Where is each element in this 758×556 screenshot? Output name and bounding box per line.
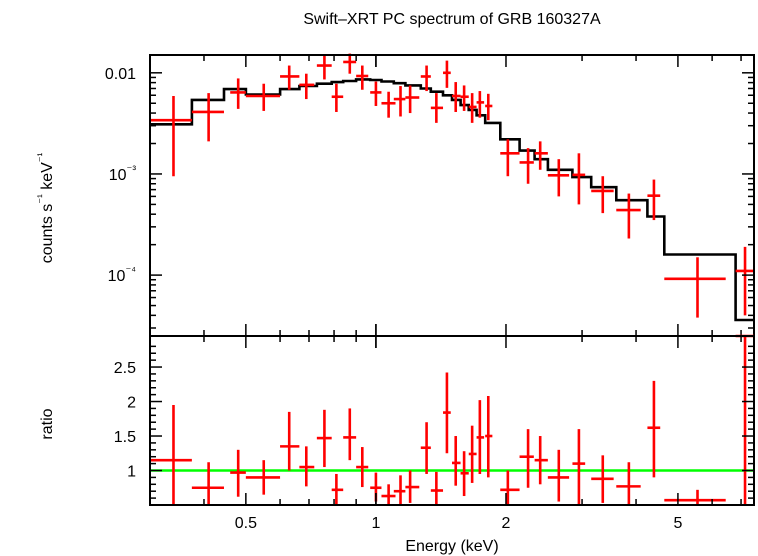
- x-tick-label: 0.5: [235, 515, 257, 532]
- y-tick-label: 1.5: [114, 429, 136, 446]
- ratio-point: [664, 489, 726, 505]
- data-point: [405, 85, 420, 114]
- data-point: [500, 139, 520, 177]
- data-point: [547, 159, 570, 197]
- data-point: [616, 193, 641, 239]
- y-tick-label: 10⁻⁴: [108, 265, 137, 285]
- ratio-point: [343, 408, 357, 461]
- data-point: [452, 82, 461, 112]
- data-point: [280, 65, 300, 90]
- ratio-point: [519, 429, 534, 488]
- data-point: [468, 93, 477, 123]
- ratio-point: [485, 396, 493, 478]
- ratio-point: [547, 449, 570, 502]
- ratio-point: [316, 409, 332, 468]
- ratio-point: [430, 471, 444, 505]
- y-tick-label: 10⁻³: [109, 164, 137, 184]
- ratio-point: [443, 372, 451, 454]
- ratio-point: [331, 473, 344, 505]
- chart-title: Swift–XRT PC spectrum of GRB 160327A: [303, 11, 601, 28]
- data-point: [316, 55, 332, 80]
- ratio-point: [616, 462, 641, 505]
- data-point: [485, 93, 493, 121]
- data-point: [443, 60, 451, 88]
- ratio-point: [150, 404, 192, 505]
- ratio-point: [356, 447, 369, 488]
- ratio-point: [280, 411, 300, 471]
- ratio-point: [393, 475, 406, 505]
- y-tick-label: 2.5: [114, 360, 136, 377]
- data-point: [356, 65, 369, 90]
- data-point: [331, 83, 344, 112]
- ratio-point: [299, 446, 315, 487]
- data-point: [664, 257, 726, 318]
- ratio-point: [191, 462, 224, 505]
- data-point: [381, 91, 396, 118]
- model-line: [150, 78, 754, 322]
- ratio-point: [476, 400, 485, 474]
- y-tick-label: 1: [127, 464, 136, 481]
- data-point: [191, 93, 224, 142]
- ratio-point: [245, 460, 281, 495]
- data-point: [735, 246, 754, 316]
- data-point: [393, 86, 406, 117]
- ratio-point: [591, 455, 614, 503]
- spectrum-panel: 0.01 10⁻³ 10⁻⁴: [105, 53, 755, 337]
- spectrum-y-axis-label: counts s⁻¹​ keV⁻¹​: [36, 152, 56, 263]
- data-point: [430, 93, 444, 123]
- ratio-point: [452, 436, 461, 486]
- ratio-y-axis-label: ratio: [39, 408, 56, 439]
- ratio-point: [460, 451, 469, 497]
- data-point: [150, 95, 192, 177]
- ratio-point: [735, 334, 754, 505]
- data-point: [230, 78, 246, 109]
- data-point: [476, 91, 485, 118]
- data-point: [519, 148, 534, 184]
- x-tick-label: 2: [502, 515, 511, 532]
- data-point: [420, 65, 431, 92]
- data-point: [460, 85, 469, 111]
- ratio-point: [405, 470, 420, 503]
- y-tick-label: 2: [127, 395, 136, 412]
- x-tick-label: 5: [673, 515, 682, 532]
- data-point: [245, 83, 281, 111]
- data-point: [370, 81, 382, 106]
- data-point: [572, 153, 586, 205]
- ratio-point: [420, 422, 431, 474]
- ratio-point: [647, 380, 661, 478]
- ratio-panel: 0.5 1 2 5 1 1.5 2 2.5: [114, 334, 755, 532]
- ratio-point: [534, 436, 548, 485]
- ratio-point: [381, 484, 396, 505]
- data-point: [299, 73, 315, 100]
- ratio-point: [468, 425, 477, 483]
- ratio-point: [500, 470, 520, 505]
- x-tick-label: 1: [371, 515, 380, 532]
- ratio-point: [230, 449, 246, 497]
- ratio-point: [572, 429, 586, 505]
- data-point: [647, 179, 661, 221]
- data-point: [534, 141, 548, 170]
- x-axis-label: Energy (keV): [405, 538, 498, 555]
- data-point: [343, 53, 357, 74]
- ratio-frame: [149, 335, 755, 506]
- data-point: [591, 176, 614, 214]
- y-tick-label: 0.01: [105, 66, 136, 83]
